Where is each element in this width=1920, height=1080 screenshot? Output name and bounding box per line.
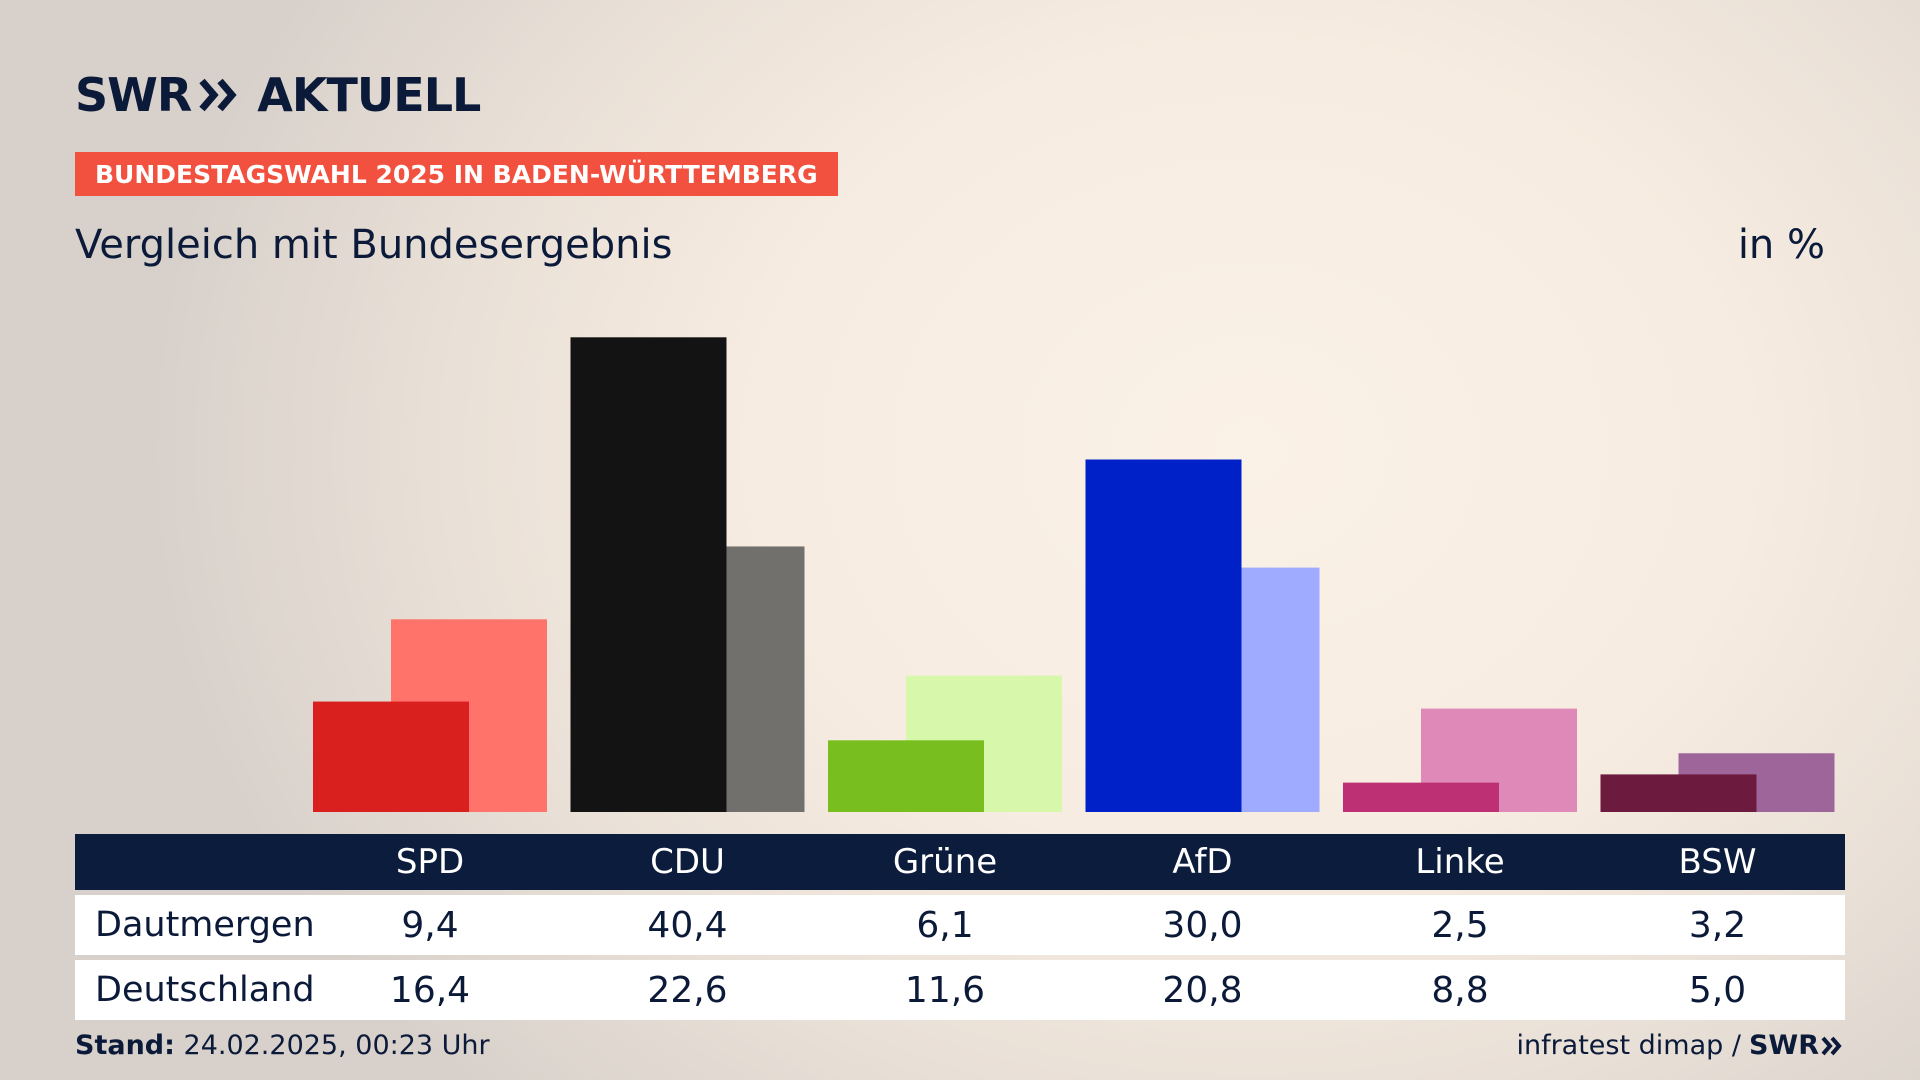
table-row: Deutschland 16,4 22,6 11,6 20,8 8,8 5,0 [75, 960, 1845, 1020]
chart-unit: in % [1737, 222, 1825, 268]
stand-label: Stand: [75, 1030, 175, 1061]
bar-dautmergen-afd [1085, 459, 1242, 812]
results-table: SPD CDU Grüne AfD Linke BSW Dautmergen 9,4 40,… [75, 834, 1845, 1020]
election-banner: BUNDESTAGSWAHL 2025 IN BADEN-WÜRTTEMBERG [75, 152, 838, 196]
bar-deutschland-spd [391, 619, 547, 812]
chart-subtitle: Vergleich mit Bundesergebnis [75, 222, 673, 268]
swr-aktuell-logo: SWR AKTUELL [75, 68, 481, 122]
column-header-bsw: BSW [1678, 842, 1757, 882]
table-header-row: SPD CDU Grüne AfD Linke BSW [75, 834, 1845, 890]
timestamp: Stand: 24.02.2025, 00:23 Uhr [75, 1030, 490, 1061]
logo-brand: SWR [75, 68, 192, 122]
bar-deutschland-afd [1163, 567, 1320, 812]
row-label-deutschland: Deutschland [95, 970, 315, 1010]
value-cell-spd: 16,4 [389, 969, 471, 1011]
column-header-spd: SPD [395, 842, 465, 882]
source-credit: infratest dimap / SWR [1516, 1030, 1843, 1061]
column-header-grüne: Grüne [892, 842, 998, 882]
value-cell-bsw: 5,0 [1688, 969, 1747, 1011]
bar-dautmergen-grüne [828, 740, 984, 812]
bar-dautmergen-cdu [570, 337, 727, 812]
bar-deutschland-cdu [648, 546, 805, 812]
value-cell-cdu: 22,6 [647, 969, 728, 1011]
bar-dautmergen-bsw [1600, 774, 1757, 812]
bar-deutschland-linke [1421, 708, 1577, 812]
row-label-dautmergen: Dautmergen [95, 905, 315, 945]
value-cell-linke: 8,8 [1431, 969, 1489, 1011]
value-cell-afd: 30,0 [1162, 904, 1243, 946]
logo-product: AKTUELL [257, 68, 481, 122]
bar-dautmergen-spd [313, 701, 469, 812]
double-chevron-icon [1821, 1036, 1842, 1055]
value-cell-cdu: 40,4 [647, 904, 728, 946]
value-cell-afd: 20,8 [1162, 969, 1243, 1011]
value-cell-spd: 9,4 [401, 904, 459, 946]
double-chevron-icon [199, 78, 237, 112]
source-brand-logo: SWR [1749, 1030, 1843, 1061]
bar-deutschland-bsw [1678, 753, 1835, 812]
value-cell-bsw: 3,2 [1688, 904, 1747, 946]
source-text: infratest dimap / [1516, 1030, 1741, 1061]
stand-value: 24.02.2025, 00:23 Uhr [183, 1030, 490, 1061]
value-cell-grüne: 11,6 [904, 969, 986, 1011]
value-cell-grüne: 6,1 [916, 904, 974, 946]
column-header-cdu: CDU [650, 842, 725, 882]
source-brand: SWR [1748, 1030, 1819, 1061]
bar-deutschland-grüne [906, 675, 1062, 812]
column-header-afd: AfD [1172, 842, 1233, 882]
column-header-linke: Linke [1415, 842, 1505, 882]
value-cell-linke: 2,5 [1431, 904, 1489, 946]
bar-dautmergen-linke [1343, 782, 1499, 812]
table-row: Dautmergen 9,4 40,4 6,1 30,0 2,5 3,2 [75, 895, 1845, 955]
